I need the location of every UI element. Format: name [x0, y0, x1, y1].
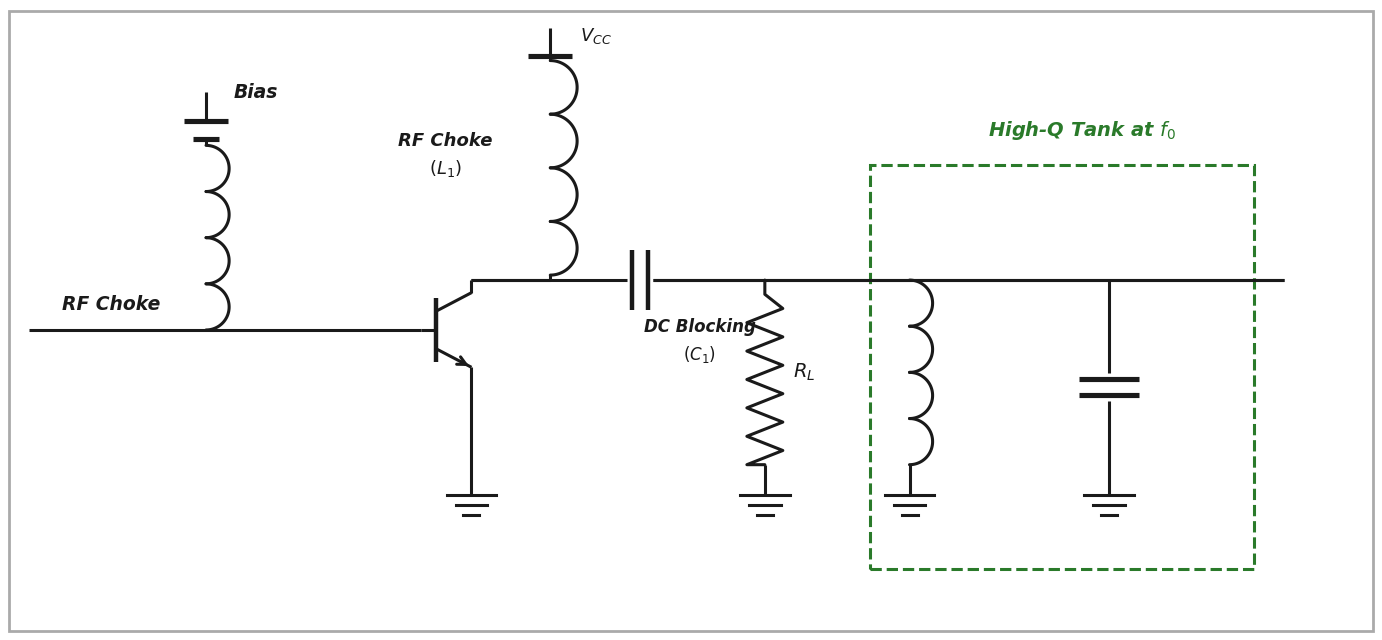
Text: RF Choke
$(L_1)$: RF Choke $(L_1)$ — [398, 132, 493, 179]
Text: $R_L$: $R_L$ — [793, 362, 815, 383]
Text: $V_{CC}$: $V_{CC}$ — [580, 26, 612, 45]
Text: Bias: Bias — [234, 83, 278, 102]
Text: RF Choke: RF Choke — [62, 295, 160, 314]
Text: DC Blocking
$(C_1)$: DC Blocking $(C_1)$ — [644, 319, 756, 365]
Text: High-Q Tank at $f_0$: High-Q Tank at $f_0$ — [988, 119, 1176, 142]
